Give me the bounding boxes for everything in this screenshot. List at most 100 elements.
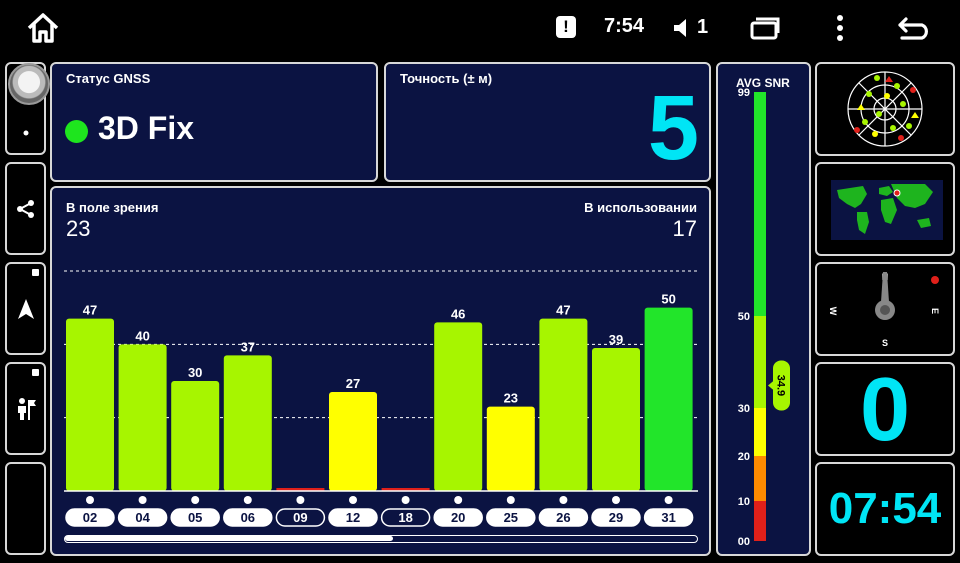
avg-snr-pointer: [768, 380, 774, 391]
satellite-snr-label: 23: [504, 391, 518, 406]
satellite-dot: [296, 496, 305, 504]
satellite-id-label: 09: [293, 510, 307, 525]
satellite-id-label: 29: [609, 510, 623, 525]
satellite-snr-label: 40: [135, 328, 149, 343]
satellite-id-pill[interactable]: [591, 508, 641, 527]
satellite-id-label: 25: [504, 510, 518, 525]
world-map-icon: [831, 180, 943, 240]
speed-widget[interactable]: 0: [815, 362, 955, 456]
satellite-id-label: 20: [451, 510, 465, 525]
sky-plot-icon: [847, 71, 923, 147]
satellite-dot: [612, 496, 620, 504]
floating-assistive-button[interactable]: [8, 63, 50, 105]
satellite-id-pill[interactable]: [223, 508, 273, 527]
snr-scale-segment: [754, 408, 766, 456]
status-bar: ! 7:54 1: [0, 0, 960, 56]
avg-snr-scale: 99 50 30 20 10 00 34.9: [738, 87, 790, 548]
share-icon: [16, 199, 34, 218]
satellite-snr-label: 47: [556, 303, 570, 318]
volume-icon[interactable]: [672, 18, 694, 38]
satellite-snr-label: 30: [188, 365, 202, 380]
satellites-panel[interactable]: В поле зрения 23 В использовании 17 47 02…: [50, 186, 711, 556]
person-flag-icon: [17, 397, 36, 420]
satellite-id-pill[interactable]: [328, 508, 378, 527]
gnss-status-panel[interactable]: Статус GNSS 3D Fix: [50, 62, 378, 182]
avg-snr-panel[interactable]: AVG SNR 99 50 30 20 10 00 34.9: [716, 62, 811, 556]
share-button[interactable]: [5, 162, 46, 255]
satellite-dot: [506, 496, 515, 504]
waypoint-button[interactable]: [5, 362, 46, 455]
scrollbar-thumb[interactable]: [65, 536, 393, 541]
satellite-dot: [138, 496, 147, 504]
satellite-bar-09[interactable]: [276, 488, 325, 491]
satellite-id-pill[interactable]: [643, 508, 694, 527]
satellite-bar-26[interactable]: [539, 318, 588, 491]
menu-icon: [23, 130, 28, 136]
satellite-id-label: 31: [661, 510, 675, 525]
in-view-count: 23: [66, 216, 91, 241]
satellite-id-pill[interactable]: [170, 508, 220, 527]
compass-s-label: S: [882, 338, 888, 348]
clock-value: 07:54: [828, 484, 942, 533]
satellite-bar-25[interactable]: [486, 406, 535, 491]
satellite-bar-20[interactable]: [434, 322, 483, 491]
accuracy-title: Точность (± м): [400, 71, 493, 86]
compass-icon: N W E S: [828, 272, 940, 348]
satellite-id-pill[interactable]: [380, 508, 431, 527]
satellite-bar-31[interactable]: [644, 307, 693, 491]
night-mode-button[interactable]: [5, 462, 46, 555]
lock-icon: [32, 369, 39, 376]
satellite-id-label: 05: [188, 510, 202, 525]
snr-tick-label: 50: [738, 311, 750, 323]
home-icon[interactable]: [26, 12, 60, 44]
gnss-status-title: Статус GNSS: [66, 71, 151, 86]
lock-icon: [32, 269, 39, 276]
satellite-bar-29[interactable]: [592, 348, 640, 491]
navigation-button[interactable]: [5, 262, 46, 355]
snr-tick-label: 20: [738, 451, 750, 463]
fix-status-value: 3D Fix: [98, 110, 195, 146]
satellite-snr-label: 27: [346, 376, 360, 391]
satellite-snr-label: 47: [83, 303, 97, 318]
accuracy-panel[interactable]: Точность (± м) 5: [384, 62, 711, 182]
satellite-dot: [559, 496, 568, 504]
snr-tick-label: 10: [738, 496, 750, 508]
satellite-id-pill[interactable]: [433, 508, 483, 527]
satellite-id-pill[interactable]: [538, 508, 589, 527]
sky-view-widget[interactable]: [815, 62, 955, 156]
satellite-snr-label: 39: [609, 332, 623, 347]
avg-snr-title: AVG SNR: [736, 76, 790, 90]
satellite-bar-02[interactable]: [66, 318, 114, 491]
avg-snr-value: 34.9: [775, 375, 787, 396]
satellite-id-label: 18: [398, 510, 412, 525]
compass-widget[interactable]: N W E S: [815, 262, 955, 356]
satellite-dot: [664, 496, 673, 504]
satellite-id-pill[interactable]: [117, 508, 168, 527]
satellite-id-label: 12: [346, 510, 360, 525]
snr-scale-segment: [754, 456, 766, 501]
alert-icon[interactable]: !: [556, 16, 576, 38]
satellite-bar-04[interactable]: [118, 344, 167, 491]
satellite-snr-chart: 47 02 40 04 30 05 37 06 09 27 12 18 46 20 23 25 47 26 39 29…: [64, 270, 698, 527]
satellite-scrollbar[interactable]: [64, 535, 698, 543]
back-icon[interactable]: [896, 16, 932, 40]
satellite-id-pill[interactable]: [65, 508, 115, 527]
satellite-id-label: 04: [135, 510, 150, 525]
satellite-dot: [454, 496, 463, 504]
satellite-bar-12[interactable]: [329, 392, 377, 491]
snr-tick-label: 00: [738, 536, 750, 548]
snr-scale-segment: [754, 92, 766, 316]
satellite-bar-06[interactable]: [223, 355, 272, 491]
speed-value: 0: [859, 360, 911, 460]
satellite-bar-05[interactable]: [171, 381, 220, 491]
satellite-id-pill[interactable]: [275, 508, 326, 527]
snr-scale-segment: [754, 501, 766, 541]
fix-status-indicator: [65, 120, 88, 143]
recents-icon[interactable]: [750, 16, 780, 40]
snr-tick-label: 99: [738, 87, 750, 99]
satellite-id-pill[interactable]: [486, 508, 536, 527]
world-map-widget[interactable]: [815, 162, 955, 256]
satellite-bar-18[interactable]: [381, 488, 430, 491]
clock-widget[interactable]: 07:54: [815, 462, 955, 556]
menu-icon[interactable]: [836, 14, 844, 42]
